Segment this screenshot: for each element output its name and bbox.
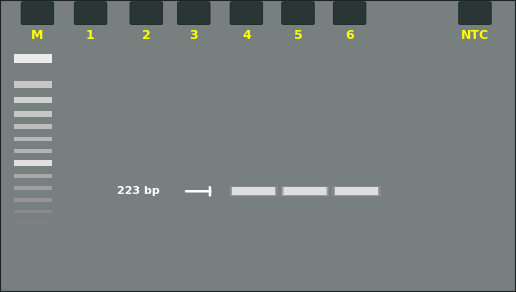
Bar — [14, 210, 52, 213]
Bar — [14, 186, 52, 190]
Text: 223 bp: 223 bp — [117, 186, 160, 196]
Bar — [14, 111, 52, 117]
Text: 6: 6 — [346, 29, 354, 41]
Bar — [14, 149, 52, 153]
FancyBboxPatch shape — [74, 2, 107, 25]
FancyBboxPatch shape — [21, 2, 54, 25]
Bar — [334, 187, 379, 196]
Bar — [232, 187, 275, 196]
Bar — [14, 160, 52, 166]
FancyBboxPatch shape — [130, 2, 163, 25]
Bar — [14, 174, 52, 178]
Text: M: M — [31, 29, 43, 41]
Bar — [335, 187, 378, 195]
Bar — [232, 187, 275, 195]
FancyBboxPatch shape — [230, 2, 263, 25]
FancyBboxPatch shape — [282, 2, 314, 25]
Bar — [284, 187, 326, 195]
Bar — [14, 81, 52, 88]
Text: 4: 4 — [243, 29, 251, 41]
Bar — [14, 124, 52, 129]
Bar — [229, 186, 278, 196]
Text: NTC: NTC — [461, 29, 489, 41]
Bar — [231, 187, 276, 196]
Bar — [14, 198, 52, 202]
Bar — [283, 187, 327, 196]
Bar — [14, 54, 52, 63]
Bar — [14, 221, 52, 224]
Bar — [281, 186, 329, 196]
Text: 3: 3 — [189, 29, 198, 41]
FancyBboxPatch shape — [459, 2, 491, 25]
Bar — [332, 186, 381, 196]
FancyBboxPatch shape — [333, 2, 366, 25]
Text: 5: 5 — [294, 29, 302, 41]
Text: 1: 1 — [86, 29, 94, 41]
Bar — [335, 187, 378, 196]
Bar — [14, 97, 52, 103]
Bar — [14, 137, 52, 141]
FancyBboxPatch shape — [178, 2, 210, 25]
Text: 2: 2 — [142, 29, 150, 41]
Bar — [282, 187, 328, 196]
